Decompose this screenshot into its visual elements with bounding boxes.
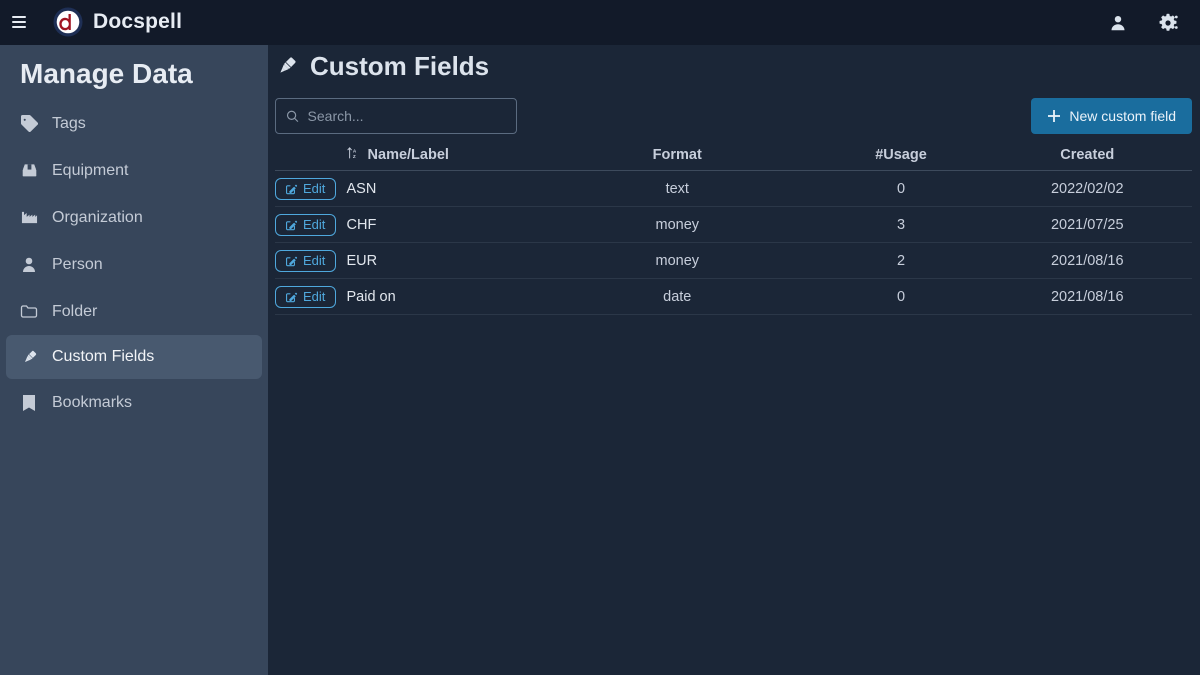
svg-text:A: A	[352, 149, 356, 154]
svg-text:Z: Z	[352, 154, 355, 159]
